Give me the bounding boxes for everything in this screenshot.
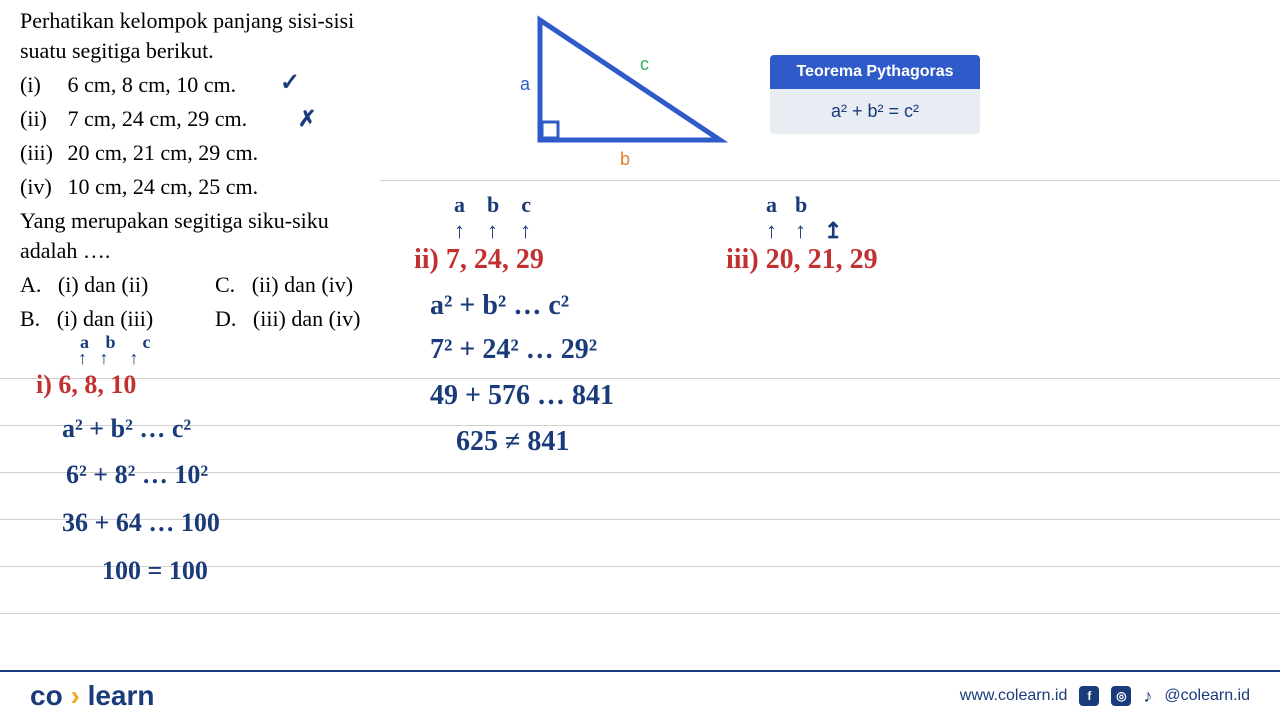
- work-iii-labels: ab: [766, 192, 825, 218]
- work-ii-header: ii) 7, 24, 29: [414, 244, 544, 276]
- rule-line: [0, 613, 1280, 614]
- instagram-icon: ◎: [1111, 686, 1131, 706]
- work-i-line2: 6² + 8² … 10²: [66, 460, 208, 490]
- cross-icon: ✗: [298, 106, 316, 132]
- item-text: 20 cm, 21 cm, 29 cm.: [68, 140, 259, 165]
- item-iv: (iv) 10 cm, 24 cm, 25 cm.: [20, 174, 258, 200]
- item-ii: (ii) 7 cm, 24 cm, 29 cm.: [20, 106, 247, 132]
- theorem-title: Teorema Pythagoras: [770, 55, 980, 89]
- item-text: 6 cm, 8 cm, 10 cm.: [68, 72, 237, 97]
- footer-url: www.colearn.id: [960, 687, 1068, 705]
- option-d-text: (iii) dan (iv): [253, 306, 361, 331]
- item-num: (ii): [20, 106, 62, 132]
- option-c: C. (ii) dan (iv): [215, 272, 353, 298]
- facebook-icon: f: [1079, 686, 1099, 706]
- side-b-label: b: [620, 149, 630, 169]
- option-b-text: (i) dan (iii): [57, 306, 154, 331]
- label-c: c: [143, 332, 157, 352]
- logo-co: co: [30, 680, 63, 711]
- item-num: (iii): [20, 140, 62, 166]
- question-intro-2: suatu segitiga berikut.: [20, 38, 214, 64]
- item-num: (iv): [20, 174, 62, 200]
- pythagoras-theorem-box: Teorema Pythagoras a² + b² = c²: [770, 55, 980, 134]
- logo-dot-icon: ›: [63, 680, 88, 711]
- item-i: (i) 6 cm, 8 cm, 10 cm.: [20, 72, 236, 98]
- option-a-text: (i) dan (ii): [58, 272, 148, 297]
- prompt-1: Yang merupakan segitiga siku-siku: [20, 208, 329, 234]
- tiktok-icon: ♪: [1143, 686, 1152, 707]
- rule-line: [0, 425, 1280, 426]
- question-intro-1: Perhatikan kelompok panjang sisi-sisi: [20, 8, 354, 34]
- work-ii-line1: a² + b² … c²: [430, 290, 569, 322]
- label-c: c: [521, 192, 553, 217]
- option-a: A. (i) dan (ii): [20, 272, 148, 298]
- rule-line: [380, 180, 1280, 181]
- option-c-text: (ii) dan (iv): [252, 272, 353, 297]
- right-triangle-diagram: a b c: [500, 10, 750, 175]
- theorem-formula: a² + b² = c²: [770, 89, 980, 134]
- footer-handle: @colearn.id: [1164, 687, 1250, 705]
- work-ii-arrows: ↑↑↑: [454, 218, 553, 244]
- option-d: D. (iii) dan (iv): [215, 306, 360, 332]
- work-i-arrows: ↑ ↑ ↑: [78, 348, 143, 369]
- work-i-header: i) 6, 8, 10: [36, 370, 136, 400]
- label-b: b: [795, 192, 825, 217]
- work-i-line4: 100 = 100: [102, 556, 208, 586]
- side-a-label: a: [520, 74, 531, 94]
- item-text: 10 cm, 24 cm, 25 cm.: [68, 174, 259, 199]
- item-num: (i): [20, 72, 62, 98]
- item-iii: (iii) 20 cm, 21 cm, 29 cm.: [20, 140, 258, 166]
- check-icon: ✓: [280, 68, 300, 97]
- work-i-line3: 36 + 64 … 100: [62, 508, 220, 538]
- footer-right: www.colearn.id f ◎ ♪ @colearn.id: [960, 686, 1250, 707]
- side-c-label: c: [640, 54, 649, 74]
- work-i-line1: a² + b² … c²: [62, 414, 191, 444]
- colearn-logo: co › learn: [30, 680, 155, 712]
- work-ii-line3: 49 + 576 … 841: [430, 380, 614, 412]
- option-b: B. (i) dan (iii): [20, 306, 153, 332]
- work-iii-header: iii) 20, 21, 29: [726, 244, 878, 276]
- prompt-2: adalah ….: [20, 238, 110, 264]
- label-a: a: [454, 192, 487, 217]
- footer: co › learn www.colearn.id f ◎ ♪ @colearn…: [0, 670, 1280, 720]
- work-ii-line2: 7² + 24² … 29²: [430, 334, 597, 366]
- work-ii-labels: abc: [454, 192, 553, 218]
- label-b: b: [487, 192, 521, 217]
- logo-learn: learn: [88, 680, 155, 711]
- work-iii-arrows: ↑↑↥: [766, 218, 860, 244]
- item-text: 7 cm, 24 cm, 29 cm.: [68, 106, 248, 131]
- rule-line: [0, 378, 1280, 379]
- work-ii-line4: 625 ≠ 841: [456, 426, 569, 458]
- label-a: a: [766, 192, 795, 217]
